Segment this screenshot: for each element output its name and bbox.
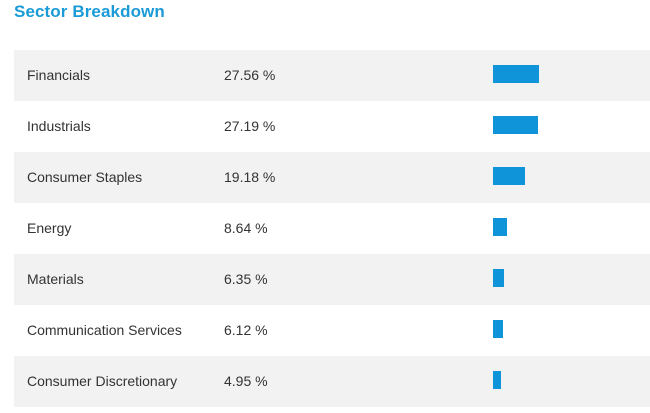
table-row: Materials 6.35 % (14, 254, 650, 305)
sector-bar (493, 371, 501, 389)
sector-percent: 19.18 % (224, 169, 276, 185)
sector-name: Materials (27, 271, 84, 287)
sector-percent: 6.35 % (224, 271, 268, 287)
widget-title: Sector Breakdown (14, 2, 165, 21)
sector-bar (493, 116, 538, 134)
sector-name: Consumer Discretionary (27, 373, 178, 389)
sector-percent: 27.19 % (224, 118, 276, 134)
table-row: Industrials 27.19 % (14, 101, 650, 152)
sector-bar (493, 167, 525, 185)
sector-table: Financials 27.56 % Industrials 27.19 % C… (14, 50, 650, 407)
sector-bar (493, 320, 503, 338)
sector-name: Communication Services (27, 322, 182, 338)
sector-percent: 6.12 % (224, 322, 268, 338)
sector-name: Financials (27, 67, 91, 83)
sector-percent: 8.64 % (224, 220, 268, 236)
table-row: Communication Services 6.12 % (14, 305, 650, 356)
sector-bar (493, 269, 504, 287)
table-row: Energy 8.64 % (14, 203, 650, 254)
sector-percent: 4.95 % (224, 373, 268, 389)
sector-bar (493, 218, 507, 236)
sector-name: Industrials (27, 118, 91, 134)
sector-percent: 27.56 % (224, 67, 276, 83)
sector-name: Energy (27, 220, 72, 236)
table-row: Consumer Discretionary 4.95 % (14, 356, 650, 407)
sector-bar (493, 65, 539, 83)
sector-name: Consumer Staples (27, 169, 143, 185)
table-row: Financials 27.56 % (14, 50, 650, 101)
table-row: Consumer Staples 19.18 % (14, 152, 650, 203)
